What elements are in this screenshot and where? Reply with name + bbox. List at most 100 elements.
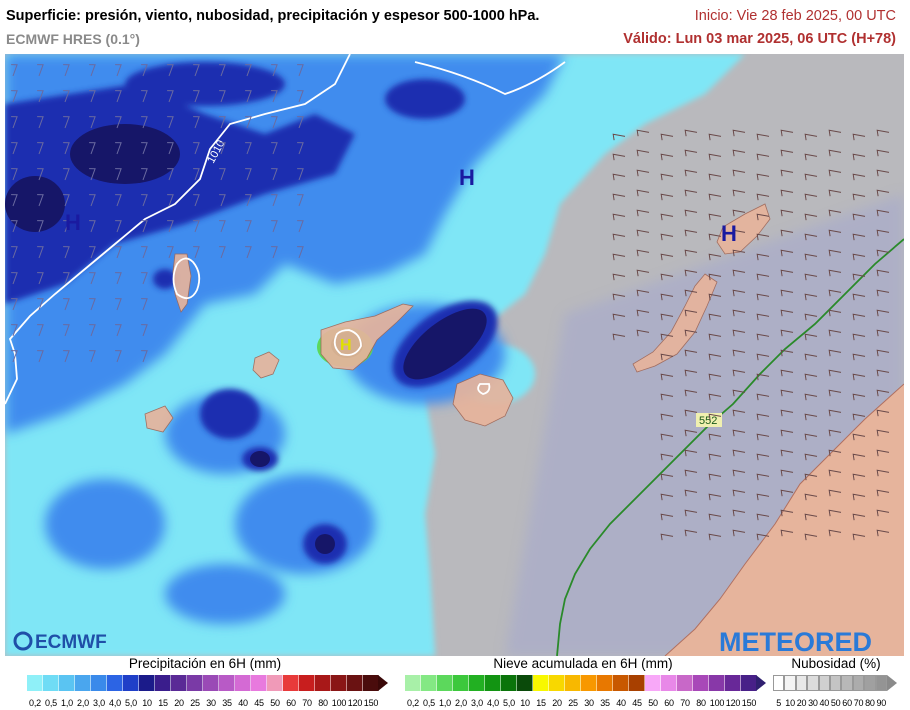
wind-barb (37, 246, 44, 259)
wind-barb (756, 353, 770, 361)
high-pressure-label: H (459, 165, 475, 190)
legend-tick-label: 5,0 (503, 698, 515, 708)
legend-swatch (677, 675, 693, 691)
legend-swatch (315, 675, 331, 691)
wind-barb (684, 189, 698, 197)
ecmwf-logo: ECMWF (13, 631, 107, 653)
wind-barb (63, 116, 70, 129)
wind-barb (141, 324, 148, 337)
wind-barb (780, 309, 794, 317)
wind-barb (852, 513, 866, 521)
wind-barb (804, 213, 818, 221)
legend-tick-label: 10 (142, 698, 152, 708)
wind-barb (876, 269, 890, 277)
wind-barb (167, 64, 174, 77)
legend-swatch (645, 675, 661, 691)
wind-barb (804, 253, 818, 261)
wind-barb (660, 213, 674, 221)
wind-barb (271, 194, 278, 207)
wind-barb (219, 142, 226, 155)
legend-swatch (549, 675, 565, 691)
wind-barb (852, 413, 866, 421)
legend-tick-label: 2,0 (77, 698, 89, 708)
wind-barb (852, 173, 866, 181)
wind-barb (708, 453, 722, 461)
legend-swatch (59, 675, 75, 691)
wind-barb (804, 533, 818, 541)
wind-barb (245, 90, 252, 103)
high-pressure-label: H (65, 210, 81, 235)
legend-swatch (818, 675, 830, 691)
wind-barb (852, 473, 866, 481)
wind-barb (167, 194, 174, 207)
legend-tick-label: 0,2 (29, 698, 41, 708)
wind-barb (780, 169, 794, 177)
wind-barb (756, 293, 770, 301)
wind-barb (780, 129, 794, 137)
wind-barb (660, 193, 674, 201)
wind-barb (63, 64, 70, 77)
wind-barb (756, 233, 770, 241)
wind-barb (660, 313, 674, 321)
wind-barb (852, 433, 866, 441)
africa-coast (665, 384, 904, 656)
legend-swatch (807, 675, 819, 691)
wind-barb (11, 220, 18, 233)
wind-barb (612, 253, 626, 261)
weather-map[interactable]: 1010 552 H H H H ECMWF METEORED (5, 54, 904, 656)
wind-barb (37, 168, 44, 181)
wind-barb (684, 369, 698, 377)
wind-barb (876, 209, 890, 217)
wind-barb (828, 469, 842, 477)
legend-swatch (784, 675, 796, 691)
wind-barb (11, 324, 18, 337)
legend-swatch (875, 675, 887, 691)
legend-tick-label: 2,0 (455, 698, 467, 708)
wind-barb (780, 229, 794, 237)
legend-tick-label: 40 (616, 698, 626, 708)
wind-barb (852, 373, 866, 381)
model-label: ECMWF HRES (0.1°) (6, 31, 140, 47)
wind-barb (852, 273, 866, 281)
wind-barb (684, 409, 698, 417)
legend-tick-label: 15 (158, 698, 168, 708)
wind-barb (708, 433, 722, 441)
wind-barb (828, 489, 842, 497)
wind-barb (708, 233, 722, 241)
wind-barb (37, 298, 44, 311)
init-time: Inicio: Vie 28 feb 2025, 00 UTC (694, 8, 896, 24)
wind-barb (219, 246, 226, 259)
thickness-label-box (696, 413, 722, 427)
legend-swatch (107, 675, 123, 691)
wind-barb (876, 289, 890, 297)
wind-barb (37, 350, 44, 363)
wind-barb (756, 153, 770, 161)
wind-barb (756, 373, 770, 381)
wind-barb (297, 220, 304, 233)
cloud-legend: Nubosidad (%) 5 10 20 30 40 50 60 70 80 90 (770, 656, 902, 710)
wind-barb (732, 449, 746, 457)
wind-barb (708, 153, 722, 161)
wind-barb (612, 313, 626, 321)
wind-barb (245, 246, 252, 259)
precip-legend: Precipitación en 6H (mm) 0,2 0,5 1,0 2,0 3,0… (20, 656, 390, 710)
precip-arrow-icon (378, 675, 388, 691)
legend-swatch (171, 675, 187, 691)
wind-barb (89, 272, 96, 285)
wind-barb (37, 194, 44, 207)
wind-barb (115, 90, 122, 103)
wind-barb (876, 249, 890, 257)
wind-barb (732, 349, 746, 357)
wind-barb (89, 116, 96, 129)
wind-barb (876, 309, 890, 317)
legend-swatch (43, 675, 59, 691)
wind-barb (115, 246, 122, 259)
wind-barb (780, 269, 794, 277)
legend-tick-label: 30 (584, 698, 594, 708)
wind-barb (63, 168, 70, 181)
wind-barb (828, 189, 842, 197)
wind-barb (828, 389, 842, 397)
wind-barb (193, 116, 200, 129)
wind-barb (732, 249, 746, 257)
legend-tick-label: 10 (520, 698, 530, 708)
